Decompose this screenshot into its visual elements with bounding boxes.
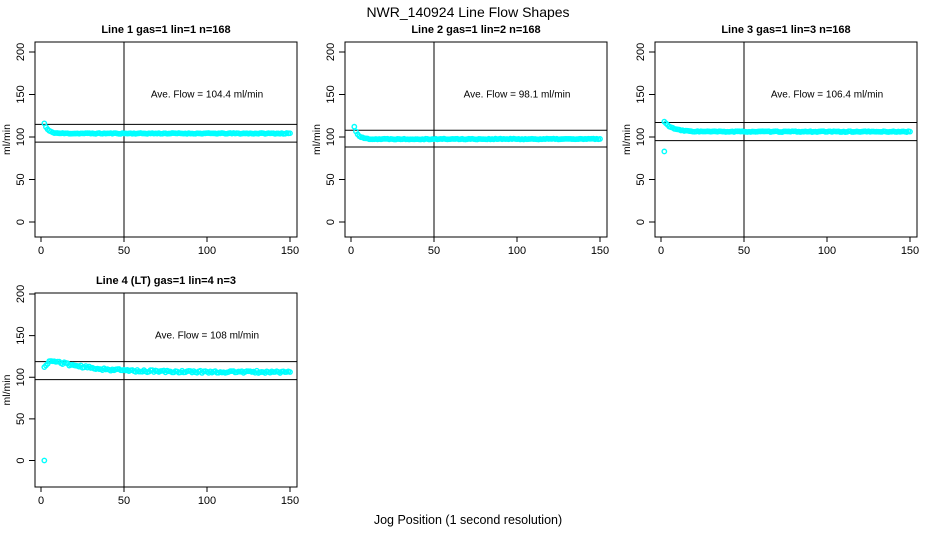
x-tick-label: 0 — [38, 245, 44, 257]
x-tick-label: 100 — [508, 245, 526, 257]
y-tick-label: 200 — [15, 43, 27, 61]
x-tick-label: 100 — [198, 495, 216, 507]
x-tick-label: 50 — [118, 245, 130, 257]
ave-flow-annotation: Ave. Flow = 106.4 ml/min — [771, 90, 883, 101]
x-tick-label: 0 — [38, 495, 44, 507]
y-tick-label: 50 — [325, 173, 337, 185]
outlier-point — [661, 148, 668, 155]
panel-line-4: Line 4 (LT) gas=1 lin=4 n=3 0 50 100 150 0 50 1… — [1, 275, 299, 507]
x-axis-label: Jog Position (1 second resolution) — [374, 513, 562, 527]
panel-title: Line 4 (LT) gas=1 lin=4 n=3 — [96, 275, 236, 287]
data-point — [287, 130, 293, 137]
plot-box — [654, 41, 918, 238]
panel-title: Line 1 gas=1 lin=1 n=168 — [101, 24, 230, 36]
chart-title: NWR_140924 Line Flow Shapes — [366, 4, 569, 20]
panel-line-1: Line 1 gas=1 lin=1 n=168 0 50 100 150 0 50 100 1… — [1, 24, 299, 257]
x-tick-label: 50 — [428, 245, 440, 257]
y-tick-label: 50 — [15, 173, 27, 185]
x-tick-label: 50 — [738, 245, 750, 257]
y-tick-label: 200 — [635, 43, 647, 61]
panel-line-2: Line 2 gas=1 lin=2 n=168 0 50 100 150 0 50 100 1… — [311, 24, 609, 257]
y-tick-label: 0 — [635, 219, 647, 225]
y-tick-label: 100 — [325, 128, 337, 146]
ave-flow-annotation: Ave. Flow = 104.4 ml/min — [151, 90, 263, 101]
x-tick-label: 50 — [118, 495, 130, 507]
panel-title: Line 3 gas=1 lin=3 n=168 — [721, 24, 850, 36]
panel-title: Line 2 gas=1 lin=2 n=168 — [411, 24, 540, 36]
ave-flow-annotation: Ave. Flow = 98.1 ml/min — [464, 90, 571, 101]
y-tick-label: 200 — [325, 43, 337, 61]
data-point — [597, 136, 603, 142]
x-tick-label: 0 — [348, 245, 354, 257]
data-point — [287, 369, 293, 375]
x-tick-label: 150 — [281, 495, 299, 507]
y-tick-label: 150 — [15, 85, 27, 103]
y-tick-label: 50 — [635, 173, 647, 185]
y-axis-label: ml/min — [621, 124, 633, 155]
plot-box — [34, 292, 298, 488]
plot-box — [344, 41, 608, 238]
y-axis-label: ml/min — [1, 124, 13, 155]
y-tick-label: 100 — [15, 128, 27, 146]
y-tick-label: 150 — [15, 326, 27, 344]
data-point — [351, 123, 358, 130]
y-tick-label: 0 — [15, 457, 27, 463]
panel-line-3: Line 3 gas=1 lin=3 n=168 0 50 100 150 0 50 100 1… — [621, 24, 919, 257]
y-tick-label: 100 — [635, 128, 647, 146]
y-tick-label: 150 — [325, 85, 337, 103]
y-axis-label: ml/min — [1, 374, 13, 405]
outlier-point — [41, 457, 48, 464]
x-tick-label: 100 — [198, 245, 216, 257]
y-tick-label: 0 — [325, 219, 337, 225]
x-tick-label: 150 — [591, 245, 609, 257]
x-tick-label: 150 — [281, 245, 299, 257]
plot-box — [34, 41, 298, 238]
y-tick-label: 0 — [15, 219, 27, 225]
y-tick-label: 100 — [15, 368, 27, 386]
x-tick-label: 100 — [818, 245, 836, 257]
x-tick-label: 0 — [658, 245, 664, 257]
y-tick-label: 150 — [635, 85, 647, 103]
y-axis-label: ml/min — [311, 124, 323, 155]
y-tick-label: 200 — [15, 285, 27, 303]
data-point — [907, 128, 913, 135]
y-tick-label: 50 — [15, 413, 27, 425]
x-tick-label: 150 — [901, 245, 919, 257]
ave-flow-annotation: Ave. Flow = 108 ml/min — [155, 331, 259, 342]
